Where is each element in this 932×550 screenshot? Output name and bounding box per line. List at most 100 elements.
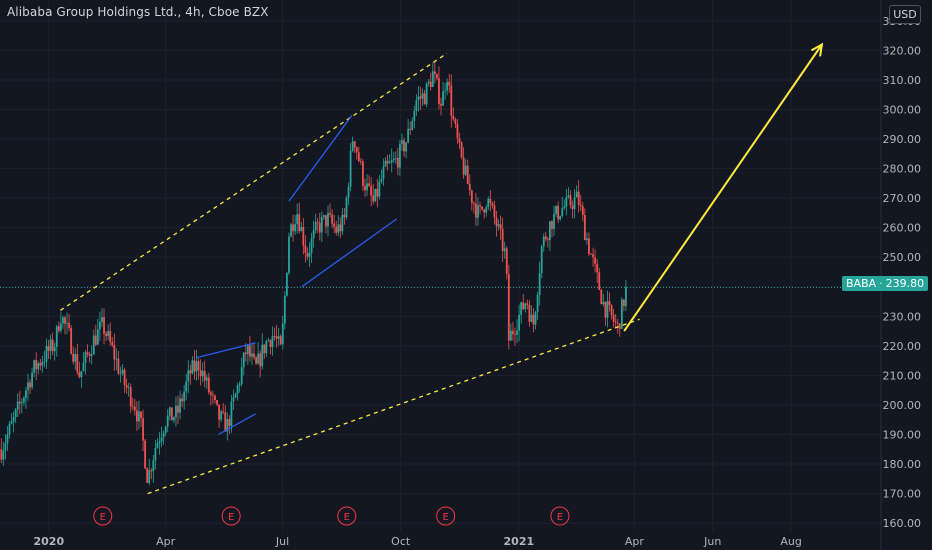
candle-body bbox=[74, 354, 77, 362]
candle-body bbox=[588, 238, 590, 254]
candle-body bbox=[616, 322, 619, 324]
candle-body bbox=[76, 354, 79, 373]
candle-body bbox=[288, 236, 290, 273]
candle-body bbox=[37, 363, 40, 370]
candle-body bbox=[29, 382, 31, 388]
candle-body bbox=[399, 143, 401, 168]
candle-body bbox=[594, 257, 597, 264]
candle-body bbox=[618, 323, 621, 329]
earnings-marker[interactable]: E bbox=[550, 506, 570, 526]
candle-body bbox=[304, 245, 307, 253]
price-tick-label: 180.00 bbox=[883, 458, 922, 471]
candle-body bbox=[368, 183, 370, 186]
candle-body bbox=[62, 317, 64, 324]
candle-body bbox=[94, 335, 97, 345]
channel-upper-line bbox=[60, 52, 448, 311]
candle-body bbox=[423, 93, 426, 105]
candle-body bbox=[325, 215, 327, 227]
price-axis[interactable]: 330.00320.00310.00300.00290.00280.00270.… bbox=[883, 15, 922, 530]
candle-body bbox=[22, 397, 25, 403]
candle-body bbox=[27, 382, 29, 391]
candle-body bbox=[509, 330, 512, 341]
candle-body bbox=[341, 214, 344, 232]
candle-body bbox=[246, 345, 249, 355]
candle-body bbox=[374, 188, 377, 202]
price-tick-label: 200.00 bbox=[883, 399, 922, 412]
candle-body bbox=[43, 361, 46, 363]
candle-body bbox=[99, 321, 101, 330]
candle-body bbox=[123, 369, 126, 386]
candle-body bbox=[411, 120, 414, 130]
candle-body bbox=[466, 165, 469, 185]
price-tick-label: 280.00 bbox=[883, 163, 922, 176]
candle-body bbox=[224, 412, 227, 432]
candle-body bbox=[538, 273, 541, 296]
candle-body bbox=[175, 405, 177, 418]
candle-body bbox=[392, 158, 395, 161]
price-tick-label: 260.00 bbox=[883, 222, 922, 235]
candle-body bbox=[557, 205, 560, 220]
candle-body bbox=[499, 224, 502, 229]
candle-body bbox=[456, 124, 459, 139]
candle-body bbox=[119, 373, 122, 375]
candle-body bbox=[286, 272, 288, 296]
candle-body bbox=[409, 128, 412, 130]
candle-body bbox=[55, 326, 58, 348]
candle-body bbox=[364, 185, 366, 191]
candle-body bbox=[390, 160, 393, 163]
currency-button[interactable]: USD bbox=[889, 5, 921, 24]
candle-body bbox=[339, 224, 342, 232]
pattern-line bbox=[218, 413, 256, 436]
candle-body bbox=[462, 157, 465, 175]
candle-body bbox=[347, 186, 350, 198]
candle-body bbox=[265, 341, 268, 354]
candle-body bbox=[129, 387, 132, 407]
candle-body bbox=[96, 329, 99, 345]
candle-body bbox=[448, 81, 451, 86]
candle-body bbox=[183, 391, 186, 402]
earnings-marker[interactable]: E bbox=[337, 506, 357, 526]
candle-body bbox=[446, 81, 449, 91]
candle-body bbox=[242, 352, 245, 368]
target-arrow-line bbox=[623, 43, 823, 332]
price-tick-label: 160.00 bbox=[883, 517, 922, 530]
candle-body bbox=[230, 401, 233, 426]
candle-body bbox=[495, 217, 498, 227]
candle-body bbox=[187, 370, 190, 382]
last-price-value: 239.80 bbox=[885, 277, 925, 290]
earnings-marker[interactable]: E bbox=[93, 506, 113, 526]
candle-body bbox=[592, 254, 594, 258]
price-tick-label: 230.00 bbox=[883, 310, 922, 323]
candle-body bbox=[526, 303, 529, 305]
candle-body bbox=[253, 353, 255, 358]
candle-body bbox=[625, 287, 627, 307]
candle-body bbox=[620, 299, 623, 329]
earnings-marker[interactable]: E bbox=[221, 506, 241, 526]
candle-body bbox=[232, 397, 235, 402]
candle-body bbox=[86, 352, 89, 355]
time-axis[interactable]: 2020 Apr Jul Oct 2021 Apr Jun Aug bbox=[33, 535, 801, 548]
candle-body bbox=[460, 142, 463, 158]
candle-body bbox=[345, 197, 348, 218]
candle-body bbox=[470, 190, 473, 203]
earnings-marker-circle bbox=[337, 506, 357, 526]
candle-body bbox=[388, 162, 391, 164]
earnings-marker-label: E bbox=[100, 512, 106, 523]
candle-body bbox=[606, 301, 609, 318]
candle-body bbox=[351, 141, 354, 151]
earnings-marker[interactable]: E bbox=[436, 506, 456, 526]
candle-body bbox=[203, 370, 206, 381]
candle-body bbox=[586, 238, 588, 241]
candle-body bbox=[31, 372, 34, 388]
candle-body bbox=[532, 314, 535, 325]
candle-body bbox=[131, 406, 134, 408]
candle-body bbox=[534, 312, 537, 325]
candle-body bbox=[458, 138, 461, 143]
candle-body bbox=[18, 401, 21, 404]
candle-body bbox=[318, 222, 321, 233]
candle-body bbox=[269, 340, 272, 348]
price-tick-label: 190.00 bbox=[883, 429, 922, 442]
price-tick-label: 250.00 bbox=[883, 251, 922, 264]
